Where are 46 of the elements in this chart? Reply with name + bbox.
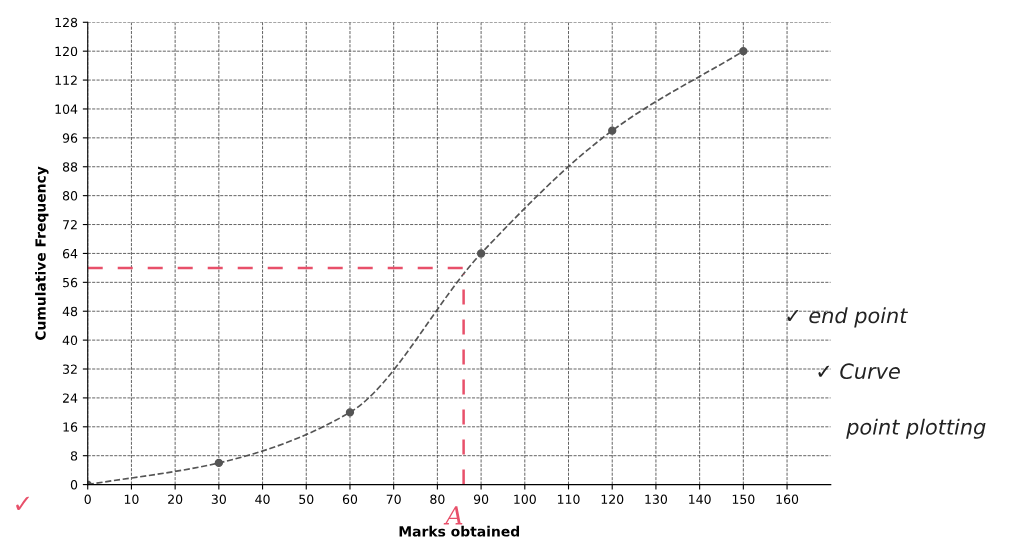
y-tick-label: 112	[55, 75, 77, 85]
y-axis-title: Cumulative Frequency	[35, 166, 49, 341]
x-tick-label: 80	[430, 494, 445, 504]
x-tick-label: 110	[557, 494, 580, 504]
annotation: ✓ Curve	[818, 363, 900, 380]
text: point plotting	[846, 418, 986, 439]
y-tick-label: 56	[63, 277, 78, 288]
x-tick-label: 160	[776, 494, 799, 504]
x-axis-title: Marks obtained	[399, 525, 520, 537]
x-tick-label: 10	[124, 494, 139, 504]
x-tick-label: 120	[601, 494, 624, 504]
x-tick-label: 70	[386, 494, 401, 504]
y-tick-label: 64	[62, 248, 78, 259]
y-tick-label: 104	[55, 104, 78, 114]
x-tick-label: 150	[732, 494, 755, 504]
x-tick-label: 50	[299, 494, 314, 504]
y-tick-label: 40	[62, 335, 78, 346]
y-tick-label: 0	[70, 480, 78, 490]
y-tick-label: 48	[62, 306, 78, 317]
point	[476, 249, 486, 258]
y-tick-label: 32	[63, 364, 77, 374]
y-tick-label: 72	[63, 220, 77, 230]
x-tick-label: 130	[645, 494, 668, 504]
x-tick-label: 90	[473, 494, 489, 504]
x-tick-label: 20	[168, 494, 183, 504]
point	[608, 126, 617, 135]
x-tick-label: 0	[84, 494, 91, 504]
x-tick-label: 140	[689, 494, 711, 504]
y-tick-label: 80	[62, 191, 78, 201]
point	[345, 408, 355, 417]
x-tick-label: 60	[342, 494, 358, 504]
point	[214, 458, 224, 468]
y-tick-label: 8	[70, 451, 78, 461]
x-tick-label: 30	[211, 494, 226, 504]
y-tick-label: 120	[55, 46, 78, 57]
y-tick-label: 16	[63, 422, 78, 432]
y-tick-label: 128	[55, 17, 78, 28]
y-tick-label: 88	[62, 162, 78, 172]
y-tick-label: 96	[62, 133, 78, 143]
text: ✓	[16, 496, 30, 511]
y-tick-label: 24	[63, 393, 78, 403]
annotation: ✓ end point	[787, 307, 909, 328]
ref-line-label: A	[443, 506, 463, 525]
x-tick-label: 40	[255, 494, 270, 504]
x-tick-label: 100	[514, 494, 536, 504]
point	[739, 47, 748, 56]
